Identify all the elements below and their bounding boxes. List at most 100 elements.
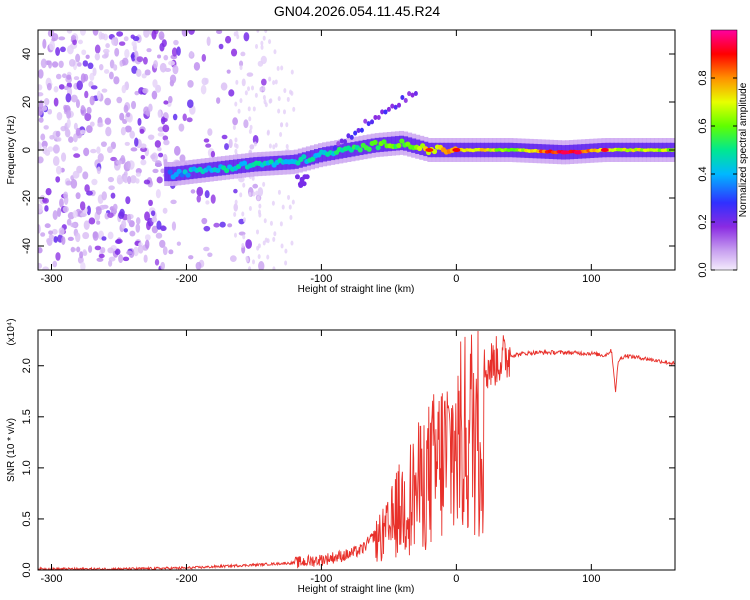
noise-cell bbox=[55, 176, 61, 183]
noise-cell bbox=[155, 232, 163, 239]
noise-cell bbox=[151, 90, 158, 100]
noise-cell bbox=[241, 211, 245, 217]
noise-cell bbox=[43, 125, 49, 130]
noise-cell bbox=[108, 71, 114, 80]
noise-cell bbox=[291, 199, 295, 205]
noise-cell bbox=[195, 261, 202, 270]
noise-cell bbox=[178, 123, 185, 132]
noise-cell bbox=[123, 36, 129, 42]
noise-cell bbox=[75, 232, 81, 243]
noise-cell bbox=[130, 100, 137, 110]
noise-cell bbox=[200, 84, 207, 95]
noise-cell bbox=[268, 76, 272, 82]
noise-cell bbox=[258, 261, 265, 270]
noise-cell bbox=[53, 97, 59, 107]
noise-cell bbox=[160, 225, 167, 231]
noise-cell bbox=[154, 258, 160, 266]
branch-cell bbox=[413, 90, 418, 96]
snr-series-line bbox=[38, 330, 675, 570]
noise-cell bbox=[277, 189, 281, 195]
ridge-cell bbox=[375, 145, 381, 151]
noise-cell bbox=[94, 44, 101, 54]
ridge-peak bbox=[560, 150, 569, 155]
noise-cell bbox=[66, 74, 72, 80]
noise-cell bbox=[186, 117, 193, 123]
noise-cell bbox=[204, 190, 210, 199]
noise-cell bbox=[72, 38, 77, 46]
noise-cell bbox=[140, 159, 147, 166]
noise-cell bbox=[81, 49, 87, 56]
noise-cell bbox=[264, 30, 268, 34]
noise-cell bbox=[218, 43, 224, 50]
noise-cell bbox=[140, 155, 146, 160]
noise-cell bbox=[234, 137, 238, 143]
noise-cell bbox=[48, 230, 54, 235]
noise-cell bbox=[120, 126, 126, 136]
noise-cell bbox=[248, 116, 252, 122]
noise-cell bbox=[251, 175, 255, 181]
noise-cell bbox=[272, 80, 276, 86]
noise-cell bbox=[158, 31, 165, 40]
noise-cell bbox=[135, 223, 141, 233]
noise-cell bbox=[52, 210, 58, 220]
branch-cell bbox=[393, 104, 398, 110]
noise-cell bbox=[241, 242, 245, 248]
noise-cell bbox=[263, 218, 267, 224]
noise-cell bbox=[159, 239, 166, 248]
noise-cell bbox=[52, 260, 58, 268]
noise-cell bbox=[160, 168, 166, 174]
noise-cell bbox=[203, 225, 211, 232]
noise-cell bbox=[70, 222, 77, 228]
noise-cell bbox=[58, 36, 66, 41]
noise-cell bbox=[107, 146, 113, 154]
noise-cell bbox=[233, 232, 237, 238]
noise-cell bbox=[260, 40, 264, 46]
noise-cell bbox=[70, 246, 75, 253]
isolated-blob bbox=[294, 174, 300, 180]
noise-cell bbox=[59, 198, 64, 208]
branch-cell bbox=[397, 102, 402, 108]
noise-cell bbox=[162, 207, 168, 214]
noise-cell bbox=[143, 179, 151, 185]
noise-cell bbox=[279, 221, 283, 227]
noise-cell bbox=[94, 245, 102, 251]
noise-cell bbox=[53, 236, 58, 243]
noise-cell bbox=[44, 223, 51, 229]
noise-cell bbox=[156, 146, 162, 152]
snr-x-label: Height of straight line (km) bbox=[298, 584, 415, 595]
noise-cell bbox=[70, 94, 78, 103]
noise-cell bbox=[38, 203, 43, 213]
noise-cell bbox=[281, 204, 285, 210]
noise-cell bbox=[55, 165, 62, 175]
noise-cell bbox=[245, 239, 252, 249]
colorbar-label: Normalized spectral amplitude bbox=[738, 82, 749, 217]
noise-cell bbox=[96, 146, 101, 154]
noise-cell bbox=[40, 58, 47, 69]
noise-cell bbox=[237, 108, 241, 114]
noise-cell bbox=[56, 137, 62, 142]
noise-cell bbox=[285, 122, 289, 128]
branch-cell bbox=[376, 114, 381, 120]
noise-cell bbox=[144, 69, 151, 76]
noise-cell bbox=[288, 204, 292, 210]
noise-cell bbox=[104, 97, 112, 106]
noise-cell bbox=[66, 218, 72, 226]
branch-cell bbox=[339, 138, 344, 144]
noise-cell bbox=[226, 69, 231, 74]
spectrogram-y-label: Frequency (Hz) bbox=[6, 116, 17, 185]
ridge-cell bbox=[396, 143, 402, 149]
colorbar-tick-label: 0.2 bbox=[697, 214, 709, 229]
noise-cell bbox=[176, 241, 181, 246]
noise-cell bbox=[151, 216, 158, 223]
noise-cell bbox=[82, 60, 89, 67]
branch-cell bbox=[380, 109, 385, 115]
noise-cell bbox=[101, 191, 108, 201]
noise-cell bbox=[89, 95, 95, 106]
noise-cell bbox=[238, 60, 244, 67]
branch-cell bbox=[370, 119, 375, 125]
noise-cell bbox=[123, 228, 128, 233]
noise-cell bbox=[82, 231, 90, 240]
noise-cell bbox=[171, 221, 177, 231]
